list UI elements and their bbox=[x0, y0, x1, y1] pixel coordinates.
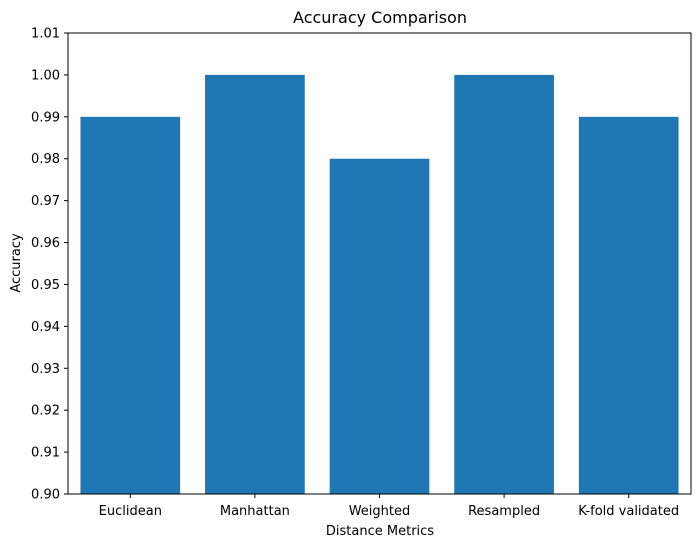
bar-manhattan bbox=[205, 74, 305, 494]
x-tick-label: Euclidean bbox=[99, 504, 162, 519]
x-tick-label: Manhattan bbox=[220, 504, 290, 519]
y-axis-ticks: 0.90 0.91 0.92 0.93 0.94 0.95 0.96 0.97 0.98 0.99… bbox=[31, 27, 68, 503]
y-tick-label: 0.94 bbox=[31, 320, 60, 335]
y-tick-label: 0.95 bbox=[31, 278, 60, 293]
x-axis-ticks: Euclidean Manhattan Weighted Resampled K-fol… bbox=[99, 494, 679, 519]
plot-frame bbox=[67, 32, 692, 495]
chart-title: Accuracy Comparison bbox=[293, 8, 467, 27]
bar-euclidean bbox=[80, 116, 181, 495]
bar-k-fold-validated bbox=[578, 116, 679, 495]
x-axis-label: Distance Metrics bbox=[326, 524, 434, 539]
y-tick-label: 0.92 bbox=[31, 404, 60, 419]
y-tick-label: 0.96 bbox=[31, 236, 60, 251]
y-tick-label: 0.97 bbox=[31, 194, 60, 209]
y-tick-label: 1.01 bbox=[31, 27, 60, 42]
y-tick-label: 1.00 bbox=[31, 68, 60, 83]
bar-resampled bbox=[454, 74, 554, 494]
x-tick-label: Weighted bbox=[349, 504, 411, 519]
y-tick-label: 0.90 bbox=[31, 488, 60, 503]
y-tick-label: 0.99 bbox=[31, 110, 60, 125]
y-tick-label: 0.91 bbox=[31, 446, 60, 461]
bars-layer bbox=[80, 74, 679, 495]
bar-weighted bbox=[329, 158, 430, 494]
y-axis-label: Accuracy bbox=[9, 233, 24, 293]
y-tick-label: 0.98 bbox=[31, 152, 60, 167]
y-tick-label: 0.93 bbox=[31, 362, 60, 377]
x-tick-label: K-fold validated bbox=[578, 504, 679, 519]
x-tick-label: Resampled bbox=[468, 504, 540, 519]
